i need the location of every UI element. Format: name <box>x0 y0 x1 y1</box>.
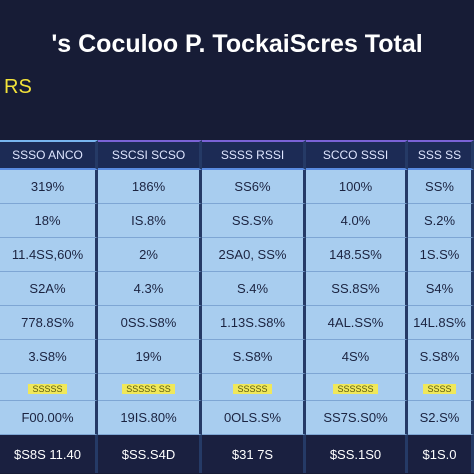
footer-cell: $1S.0 <box>408 435 474 473</box>
table-cell: 4AL.SS% <box>306 306 408 340</box>
table-cell: S.4% <box>202 272 306 306</box>
table-cell: SSSS <box>408 374 474 401</box>
table-cell: 2% <box>98 238 202 272</box>
table-row: 18% IS.8% SS.S% 4.0% S.2% <box>0 204 474 238</box>
table-cell: 11.4SS,60% <box>0 238 98 272</box>
table-cell: IS.8% <box>98 204 202 238</box>
table-cell: 100% <box>306 170 408 204</box>
table-row: 3.S8% 19% S.S8% 4S% S.S8% <box>0 340 474 374</box>
column-header: SSS SS <box>408 140 474 170</box>
table-cell: 0OLS.S% <box>202 401 306 435</box>
table-cell: 3.S8% <box>0 340 98 374</box>
table-cell: 18% <box>0 204 98 238</box>
table-cell: SS7S.S0% <box>306 401 408 435</box>
footer-cell: $SS.1S0 <box>306 435 408 473</box>
column-header: SSSS RSSI <box>202 140 306 170</box>
table-cell: F00.00% <box>0 401 98 435</box>
table-cell: S4% <box>408 272 474 306</box>
table-cell: SS% <box>408 170 474 204</box>
column-header: SCCO SSSI <box>306 140 408 170</box>
table-cell: S.2% <box>408 204 474 238</box>
table-cell: 186% <box>98 170 202 204</box>
table-cell: SS.8S% <box>306 272 408 306</box>
table-cell: 19IS.80% <box>98 401 202 435</box>
footer-row: $S8S 11.40 $SS.S4D $31 7S $SS.1S0 $1S.0 <box>0 435 474 473</box>
table-row: 778.8S% 0SS.S8% 1.13S.S8% 4AL.SS% 14L.8S% <box>0 306 474 340</box>
table-row: S2A% 4.3% S.4% SS.8S% S4% <box>0 272 474 306</box>
table-cell: 4.3% <box>98 272 202 306</box>
cell-tag: SSSSS SS <box>122 383 175 394</box>
cell-tag: SSSSSS <box>333 383 378 394</box>
cell-tag: SSSS <box>423 383 456 394</box>
table-cell: SSSSSS <box>306 374 408 401</box>
table-cell: 19% <box>98 340 202 374</box>
table-cell: 4.0% <box>306 204 408 238</box>
table-cell: S2.S% <box>408 401 474 435</box>
column-header: SSSO ANCO <box>0 140 98 170</box>
table-cell: SSSSS <box>0 374 98 401</box>
table-body: 319% 186% SS6% 100% SS% 18% IS.8% SS.S% 4.0% S.2%… <box>0 170 474 473</box>
table-cell: 1S.S% <box>408 238 474 272</box>
footer-cell: $S8S 11.40 <box>0 435 98 473</box>
table-cell: 778.8S% <box>0 306 98 340</box>
table-cell: SS6% <box>202 170 306 204</box>
table-row: 319% 186% SS6% 100% SS% <box>0 170 474 204</box>
table-cell: SS.S% <box>202 204 306 238</box>
table-cell: S.S8% <box>202 340 306 374</box>
table-row: SSSSS SSSSS SS SSSSS SSSSSS SSSS <box>0 374 474 401</box>
footer-cell: $31 7S <box>202 435 306 473</box>
header-row: SSSO ANCO SSCSI SCSO SSSS RSSI SCCO SSSI SSS… <box>0 140 474 170</box>
table-row: F00.00% 19IS.80% 0OLS.S% SS7S.S0% S2.S% <box>0 401 474 435</box>
table-cell: 1.13S.S8% <box>202 306 306 340</box>
subtitle: RS <box>4 76 32 98</box>
cell-tag: SSSSS <box>28 383 67 394</box>
table-cell: SSSSS SS <box>98 374 202 401</box>
table-cell: S.S8% <box>408 340 474 374</box>
table-cell: 0SS.S8% <box>98 306 202 340</box>
table-cell: 319% <box>0 170 98 204</box>
table-cell: SSSSS <box>202 374 306 401</box>
cell-tag: SSSSS <box>233 383 272 394</box>
footer-cell: $SS.S4D <box>98 435 202 473</box>
table-cell: 148.5S% <box>306 238 408 272</box>
table-cell: S2A% <box>0 272 98 306</box>
data-table: SSSO ANCO SSCSI SCSO SSSS RSSI SCCO SSSI SSS… <box>0 140 474 473</box>
table-cell: 14L.8S% <box>408 306 474 340</box>
column-header: SSCSI SCSO <box>98 140 202 170</box>
table-row: 11.4SS,60% 2% 2SA0, SS% 148.5S% 1S.S% <box>0 238 474 272</box>
title: 's Coculoo P. TockaiScres Total <box>51 30 423 58</box>
table-cell: 4S% <box>306 340 408 374</box>
table-cell: 2SA0, SS% <box>202 238 306 272</box>
